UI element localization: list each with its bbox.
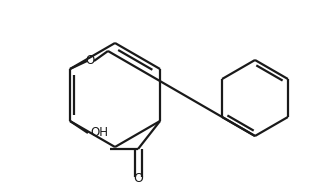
Text: O: O — [133, 172, 143, 185]
Text: OH: OH — [90, 126, 108, 139]
Text: O: O — [85, 55, 95, 68]
